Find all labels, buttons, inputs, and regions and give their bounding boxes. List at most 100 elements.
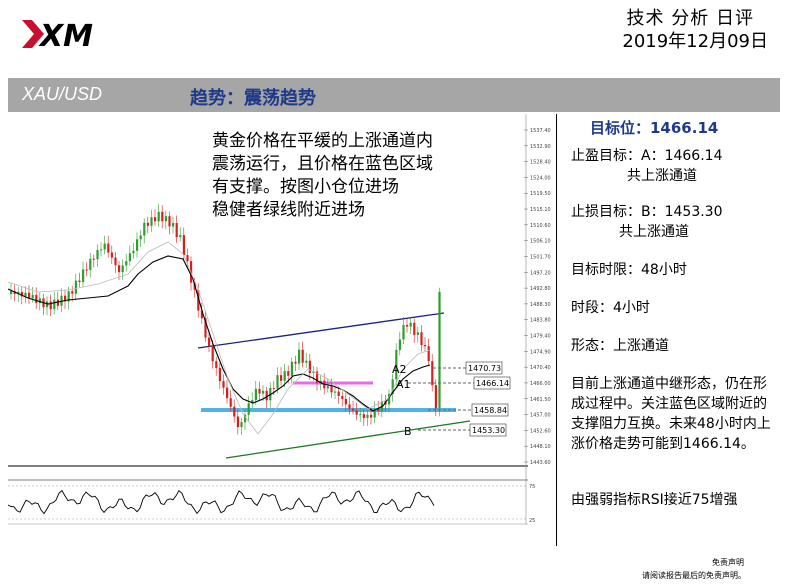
candle-body [438, 291, 441, 409]
candle-body [143, 222, 146, 236]
price-label-1453: 1453.30 [472, 426, 505, 435]
candle-body [298, 349, 301, 364]
candle-body [280, 375, 283, 381]
candle-body [276, 375, 279, 389]
stop-loss-note: 共上涨通道 [619, 224, 689, 240]
y-tick-label: 1488.30 [530, 302, 551, 308]
candle-body [28, 292, 31, 299]
candle-body [132, 250, 135, 254]
candle-body [38, 298, 41, 304]
report-title: 技术 分析 日评 [626, 8, 754, 29]
candle-body [161, 211, 164, 222]
candle-body [272, 388, 275, 390]
candle-body [258, 388, 261, 394]
candle-body [287, 371, 290, 376]
candle-body [337, 391, 340, 396]
candle-body [20, 291, 23, 297]
candle-body [121, 265, 124, 273]
y-tick-label: 1515.10 [530, 207, 551, 213]
candle-body [434, 385, 437, 409]
annotation-line: 震荡运行，且价格在蓝色区域 [212, 154, 433, 174]
divider [556, 114, 557, 546]
candle-body [247, 403, 250, 415]
candle-body [388, 393, 391, 405]
candle-body [240, 422, 243, 428]
candle-body [146, 222, 149, 226]
candle-body [154, 217, 157, 222]
candle-body [413, 322, 416, 335]
candle-body [222, 381, 225, 388]
candle-body [424, 345, 427, 347]
y-tick-label: 1479.40 [530, 334, 551, 340]
candle-body [427, 346, 430, 362]
y-tick-label: 1452.60 [530, 428, 551, 434]
candle-body [89, 258, 92, 270]
analysis-annotation: 黄金价格在平缓的上涨通道内 震荡运行，且价格在蓝色区域 有支撑。按图小仓位进场 … [212, 130, 492, 222]
take-profit-text: 止盈目标：A：1466.14 [571, 148, 723, 164]
price-chart: 1537.40 1532.90 1528.40 1524.00 1519.50 1515.… [8, 114, 556, 546]
candle-body [204, 318, 207, 338]
y-axis-ticks: 1537.40 1532.90 1528.40 1524.00 1519.50 1515.… [524, 128, 551, 466]
svg-text:XM: XM [38, 19, 93, 54]
xm-logo: XM [22, 19, 93, 54]
channel-top-line [197, 312, 445, 349]
candle-body [110, 252, 113, 258]
candle-body [107, 243, 110, 253]
candle-body [35, 294, 38, 304]
candle-body [175, 223, 178, 238]
candle-body [150, 217, 153, 226]
candle-body [395, 349, 398, 380]
y-tick-label: 1519.50 [530, 191, 551, 197]
candle-body [125, 261, 128, 266]
trend-label: 趋势：震荡趋势 [190, 88, 316, 109]
candle-body [431, 361, 434, 386]
candle-body [330, 386, 333, 393]
candle-body [100, 249, 103, 251]
candle-body [236, 416, 239, 428]
time-limit: 目标时限：48小时 [571, 262, 687, 278]
candle-body [308, 360, 311, 373]
candle-body [24, 292, 27, 297]
y-tick-label: 1483.80 [530, 318, 551, 324]
candle-body [139, 235, 142, 240]
y-tick-label: 1457.00 [530, 413, 551, 419]
y-tick-label: 1470.40 [530, 365, 551, 371]
candle-body [10, 291, 13, 294]
candle-body [92, 258, 95, 260]
candle-body [200, 310, 203, 319]
candle-body [164, 216, 167, 222]
candle-body [341, 395, 344, 399]
candle-body [377, 408, 380, 412]
candle-body [326, 386, 329, 389]
candle-body [402, 324, 405, 340]
y-tick-label: 1501.70 [530, 254, 551, 260]
candle-body [373, 408, 376, 418]
candle-body [226, 387, 229, 399]
rsi-line [8, 489, 435, 515]
candle-body [118, 265, 121, 273]
candle-body [96, 250, 99, 260]
candle-body [265, 390, 268, 401]
y-tick-label: 1443.60 [530, 460, 551, 466]
candle-body [67, 291, 70, 302]
candle-body [82, 269, 85, 283]
label-b: B [404, 425, 412, 438]
candle-body [301, 349, 304, 363]
candle-body [218, 367, 221, 382]
pattern: 形态：上涨通道 [571, 338, 669, 354]
take-profit-note: 共上涨通道 [627, 168, 697, 184]
candle-body [172, 223, 175, 227]
disclaimer-title: 免责声明 [712, 558, 744, 567]
candle-body [60, 295, 63, 306]
annotation-line: 有支撑。按图小仓位进场 [212, 177, 399, 197]
candle-body [366, 414, 369, 418]
candle-body [168, 216, 171, 227]
candle-body [251, 400, 254, 404]
y-tick-label: 1448.10 [530, 444, 551, 450]
y-tick-label: 1528.40 [530, 160, 551, 166]
y-tick-label: 1474.90 [530, 349, 551, 355]
candle-body [182, 235, 185, 256]
price-label-1470: 1470.73 [468, 364, 501, 373]
candle-body [78, 280, 81, 283]
label-a1: A1 [396, 378, 411, 391]
